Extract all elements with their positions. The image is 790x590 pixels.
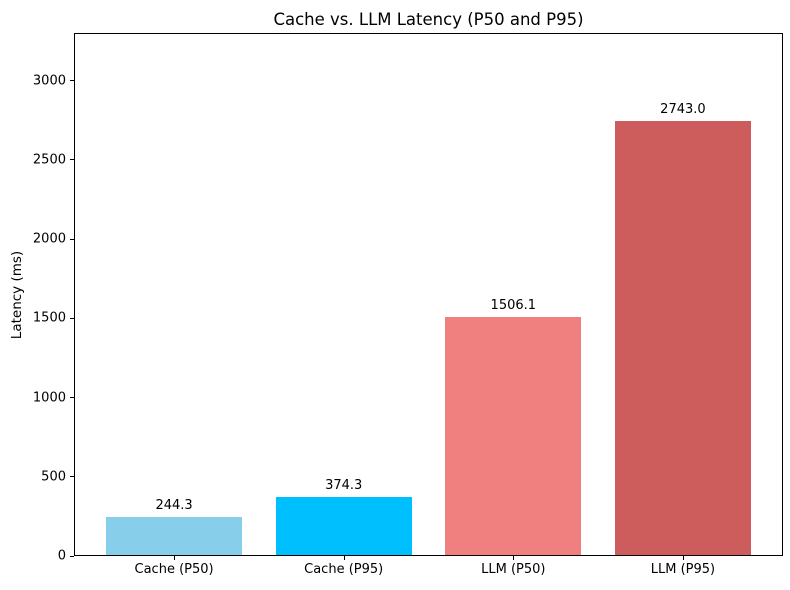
bar-value-label: 2743.0: [660, 102, 706, 118]
x-tick-label: LLM (P50): [481, 562, 546, 577]
bar-value-label: 244.3: [155, 498, 193, 514]
y-tick-mark: [70, 476, 74, 478]
x-tick-mark: [682, 556, 684, 560]
x-tick-mark: [174, 556, 176, 560]
y-tick-label: 2000: [32, 231, 66, 247]
y-tick-mark: [70, 555, 74, 557]
y-axis-label: Latency (ms): [9, 250, 25, 340]
y-tick-mark: [70, 159, 74, 161]
y-tick-label: 3000: [32, 73, 66, 89]
x-tick-mark: [343, 556, 345, 560]
x-tick-label: Cache (P95): [304, 562, 384, 577]
bar-llm-p95: [615, 121, 751, 555]
y-tick-label: 2500: [32, 152, 66, 168]
x-tick-label: LLM (P95): [650, 562, 716, 577]
y-tick-label: 0: [57, 548, 66, 564]
y-tick-mark: [70, 238, 74, 240]
y-tick-label: 1500: [32, 310, 66, 326]
bar-value-label: 374.3: [325, 477, 363, 493]
plot-area: [74, 33, 783, 556]
y-tick-mark: [70, 317, 74, 319]
bar-cache-p50: [106, 517, 242, 555]
bar-llm-p50: [445, 317, 582, 555]
y-tick-mark: [70, 80, 74, 82]
y-tick-mark: [70, 397, 74, 398]
y-tick-label: 500: [41, 469, 66, 485]
y-tick-label: 1000: [32, 390, 66, 405]
bar-value-label: 1506.1: [490, 298, 537, 314]
x-tick-label: Cache (P50): [134, 562, 214, 577]
bar-cache-p95: [275, 496, 412, 555]
x-tick-mark: [513, 556, 515, 560]
chart-title: Cache vs. LLM Latency (P50 and P95): [273, 10, 584, 29]
